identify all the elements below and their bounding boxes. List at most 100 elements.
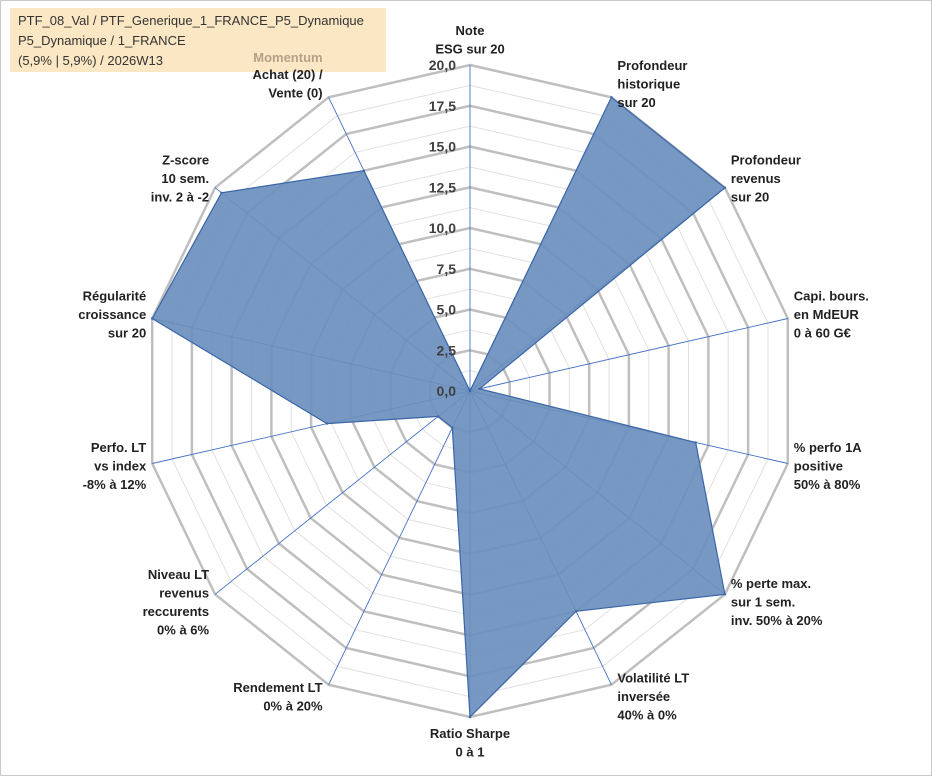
axis-label-line: Vente (0) <box>268 86 322 101</box>
axis-label-line: inv. 50% à 20% <box>731 613 823 628</box>
axis-label-line: Volatilité LT <box>617 671 689 686</box>
axis-label-line: 50% à 80% <box>794 477 861 492</box>
data-point <box>451 426 454 429</box>
axis-labels: Note ESG sur 20 Profondeur historique sur 20… <box>78 23 869 760</box>
axis-label-line: Rendement LT <box>233 680 322 695</box>
axis-label-text: Achat (20) / Vente (0) <box>253 67 323 101</box>
axis-spoke <box>328 390 471 685</box>
axis-label: Capi. bours. en MdEUR 0 à 60 G€ <box>794 289 869 341</box>
tick-label: 0,0 <box>437 383 457 399</box>
axis-label-text: Niveau LT revenus reccurents 0% à 6% <box>143 567 210 638</box>
axis-label-text: % perte max. sur 1 sem. inv. 50% à 20% <box>731 576 823 628</box>
axis-label-text: Capi. bours. en MdEUR 0 à 60 G€ <box>794 289 869 341</box>
axis-label-text: Profondeur historique sur 20 <box>617 58 687 110</box>
axis-label-line: 10 sem. <box>161 171 209 186</box>
tick-labels: 0,0 2,5 5,0 7,5 10,0 12,5 15,0 17,5 20,0 <box>429 57 456 399</box>
axis-label-line: 0% à 6% <box>157 623 209 638</box>
axis-label-text: Profondeur revenus sur 20 <box>731 152 801 204</box>
axis-label-line: Achat (20) / <box>253 67 323 82</box>
axis-label-line: vs index <box>94 458 147 473</box>
axis-label: Rendement LT 0% à 20% <box>233 680 323 714</box>
tick-label: 17,5 <box>429 98 456 114</box>
axis-label-text: Note ESG sur 20 <box>435 23 504 57</box>
data-point <box>694 441 697 444</box>
axis-label-line: % perte max. <box>731 576 811 591</box>
axis-label-line: Perfo. LT <box>91 440 146 455</box>
data-point <box>723 186 727 189</box>
axis-label-text: Ratio Sharpe 0 à 1 <box>430 726 510 760</box>
axis-label-line: % perfo 1A <box>794 440 863 455</box>
info-box: PTF_08_Val / PTF_Generique_1_FRANCE_P5_D… <box>10 8 386 72</box>
axis-label: Profondeur historique sur 20 <box>617 58 687 110</box>
tick-label: 12,5 <box>429 179 456 195</box>
tick-label: 20,0 <box>429 57 456 73</box>
axis-label-line: 0 à 60 G€ <box>794 326 851 341</box>
axis-label-line: historique <box>617 76 680 91</box>
axis-label-line: sur 20 <box>617 95 655 110</box>
axis-label-line: sur 1 sem. <box>731 595 795 610</box>
axis-label: % perte max. sur 1 sem. inv. 50% à 20% <box>731 576 823 628</box>
axis-label-line: Ratio Sharpe <box>430 726 510 741</box>
axis-label-line: revenus <box>731 171 781 186</box>
portfolio-title: PTF_08_Val / PTF_Generique_1_FRANCE_P5_D… <box>18 13 364 28</box>
axis-label-line: inv. 2 à -2 <box>151 189 209 204</box>
axis-label-line: Profondeur <box>617 58 687 73</box>
data-point <box>574 610 578 613</box>
axis-label-line: 40% à 0% <box>617 708 677 723</box>
axis-label-line: revenus <box>159 586 209 601</box>
axis-spoke <box>469 318 788 392</box>
data-point <box>151 317 154 320</box>
axis-label-line: Niveau LT <box>148 567 209 582</box>
axis-label-line: -8% à 12% <box>83 477 147 492</box>
tick-label: 2,5 <box>437 342 457 358</box>
axis-label: Volatilité LT inversée 40% à 0% <box>617 671 689 723</box>
axis-label-line: ESG sur 20 <box>435 42 504 57</box>
axis-label: Note ESG sur 20 <box>435 23 504 57</box>
data-point <box>468 715 472 719</box>
axis-label-line: positive <box>794 458 843 473</box>
axis-label-line: 0 à 1 <box>456 745 485 760</box>
axis-label-line: 0% à 20% <box>263 698 323 713</box>
axis-label-line: Capi. bours. <box>794 289 869 304</box>
portfolio-subtitle: P5_Dynamique / 1_FRANCE <box>18 33 186 48</box>
portfolio-stats: (5,9% | 5,9%) / 2026W13 <box>18 53 164 68</box>
axis-label-line: sur 20 <box>731 189 769 204</box>
axis-label-text: Z-score 10 sem. inv. 2 à -2 <box>151 152 209 204</box>
axis-label-text: % perfo 1A positive 50% à 80% <box>794 440 863 492</box>
axis-label-line: Profondeur <box>731 152 801 167</box>
axis-label-text: Rendement LT 0% à 20% <box>233 680 323 714</box>
tick-label: 7,5 <box>437 261 457 277</box>
data-point <box>610 96 613 99</box>
axis-label-text: Régularité croissance sur 20 <box>78 289 146 341</box>
axis-label: Profondeur revenus sur 20 <box>731 152 801 204</box>
tick-label: 10,0 <box>429 220 456 236</box>
category-group-label: Momentum <box>253 50 322 65</box>
axis-label: Niveau LT revenus reccurents 0% à 6% <box>143 567 210 638</box>
axis-label-line: reccurents <box>143 604 209 619</box>
data-point <box>362 169 366 172</box>
axis-spoke <box>214 390 471 595</box>
data-point <box>723 593 727 596</box>
axis-label: Régularité croissance sur 20 <box>78 289 146 341</box>
axis-label: Z-score 10 sem. inv. 2 à -2 <box>151 152 209 204</box>
axis-label-line: Z-score <box>162 152 209 167</box>
data-point <box>220 191 223 194</box>
axis-label-line: Note <box>456 23 485 38</box>
data-point <box>325 422 329 425</box>
axis-label-text: Perfo. LT vs index -8% à 12% <box>83 440 147 492</box>
axis-label-line: inversée <box>617 689 670 704</box>
axis-label-line: Régularité <box>83 289 147 304</box>
data-point <box>478 387 481 390</box>
tick-label: 5,0 <box>437 302 457 318</box>
axis-label: Ratio Sharpe 0 à 1 <box>430 726 510 760</box>
axis-label-text: Volatilité LT inversée 40% à 0% <box>617 671 689 723</box>
axis-label: Achat (20) / Vente (0) Momentum <box>253 50 323 100</box>
axis-label-line: en MdEUR <box>794 307 860 322</box>
axis-label: Perfo. LT vs index -8% à 12% <box>83 440 147 492</box>
data-point <box>468 389 472 393</box>
axis-label: % perfo 1A positive 50% à 80% <box>794 440 863 492</box>
axis-label-line: croissance <box>78 307 146 322</box>
tick-label: 15,0 <box>429 139 456 155</box>
data-series <box>151 96 727 719</box>
